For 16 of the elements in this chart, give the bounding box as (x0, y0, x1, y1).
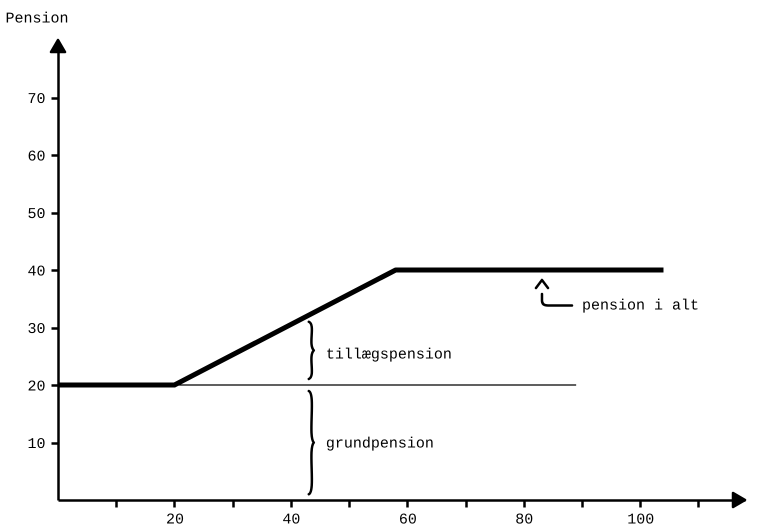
y-axis-title: Pension (6, 10, 69, 28)
y-tick-label: 70 (27, 91, 46, 108)
y-tick-label: 20 (27, 378, 46, 396)
y-tick-label: 40 (27, 264, 46, 280)
annotation: grundpension (326, 436, 434, 452)
y-tick-label: 10 (27, 436, 46, 453)
y-tick-label: 50 (27, 206, 46, 223)
x-tick-label: 20 (166, 512, 184, 528)
y-tick-label: 30 (27, 321, 46, 338)
x-tick-label: 100 (627, 512, 654, 528)
y-tick-label: 60 (27, 148, 46, 166)
x-tick-label: 40 (282, 512, 300, 528)
annotation: tillægspension (326, 346, 452, 364)
x-tick-label: 80 (515, 512, 534, 528)
x-tick-label: 60 (398, 512, 417, 528)
annotation: pension i alt (582, 298, 700, 314)
